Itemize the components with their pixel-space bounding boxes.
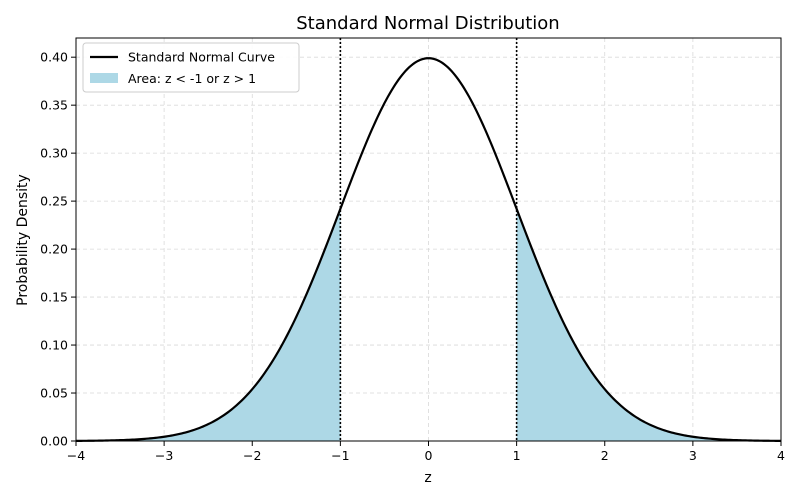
chart-title: Standard Normal Distribution <box>296 13 559 34</box>
normal-curve-line <box>75 57 782 442</box>
x-tick-label: −4 <box>67 448 85 463</box>
y-tick-label: 0.15 <box>40 290 68 305</box>
y-tick-label: 0.30 <box>40 146 68 161</box>
y-tick-label: 0.00 <box>40 434 68 449</box>
y-tick-label: 0.25 <box>40 194 68 209</box>
legend-box <box>82 42 300 93</box>
legend-label-curve: Standard Normal Curve <box>128 50 275 65</box>
shaded-areas <box>76 208 781 441</box>
x-tick-label: 1 <box>513 448 521 463</box>
plot-frame <box>75 37 782 442</box>
legend-area-swatch <box>90 73 118 83</box>
y-axis-ticks: 0.00 0.05 0.10 0.15 0.20 0.25 0.30 0.35 0.40 <box>40 50 76 449</box>
y-tick-label: 0.10 <box>40 338 68 353</box>
x-axis-label: z <box>424 470 431 486</box>
curve <box>75 57 782 442</box>
x-axis-ticks: −4 −3 −2 −1 0 1 2 3 4 <box>67 441 785 463</box>
y-tick-label: 0.20 <box>40 242 68 257</box>
x-tick-label: 0 <box>425 448 433 463</box>
y-tick-label: 0.40 <box>40 50 68 65</box>
y-axis-label: Probability Density <box>15 174 31 306</box>
legend: Standard Normal Curve Area: z < -1 or z … <box>82 42 300 93</box>
y-tick-label: 0.35 <box>40 98 68 113</box>
x-tick-label: −2 <box>243 448 261 463</box>
x-tick-label: 3 <box>689 448 697 463</box>
x-tick-label: 4 <box>777 448 785 463</box>
x-tick-label: −3 <box>155 448 173 463</box>
shaded-area <box>516 208 781 441</box>
y-tick-label: 0.05 <box>40 386 68 401</box>
reference-lines <box>339 38 518 441</box>
x-tick-label: −1 <box>331 448 349 463</box>
x-tick-label: 2 <box>601 448 609 463</box>
legend-label-area: Area: z < -1 or z > 1 <box>128 71 256 86</box>
shaded-area <box>76 208 341 441</box>
grid <box>75 38 782 442</box>
